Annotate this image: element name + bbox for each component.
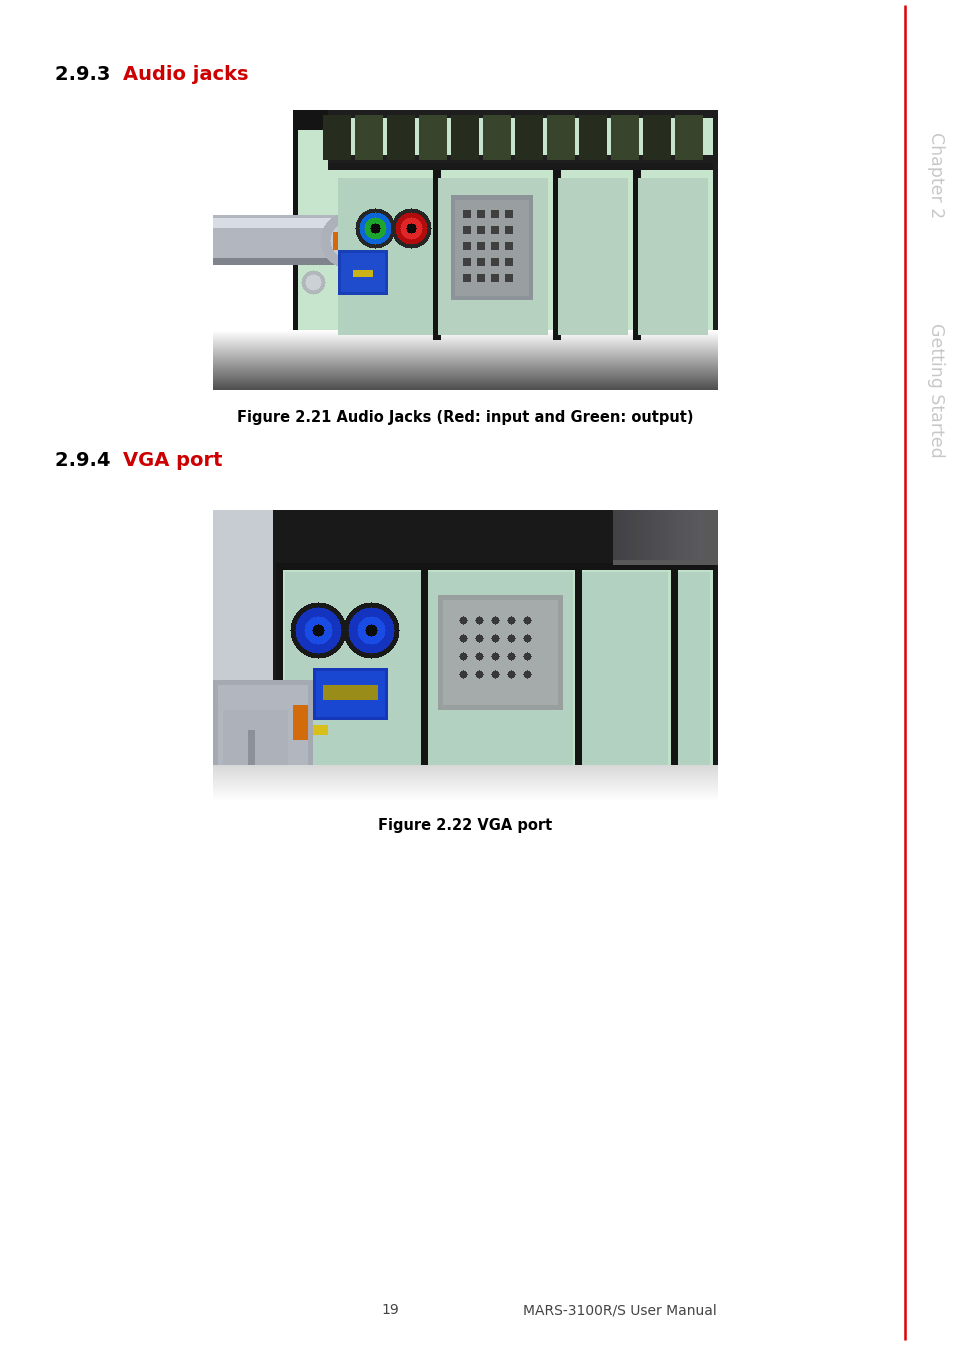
- Text: VGA port: VGA port: [123, 451, 222, 470]
- Text: Figure 2.21 Audio Jacks (Red: input and Green: output): Figure 2.21 Audio Jacks (Red: input and …: [237, 410, 693, 425]
- Text: 19: 19: [381, 1303, 398, 1318]
- Text: 2.9.4: 2.9.4: [55, 451, 124, 470]
- Text: MARS-3100R/S User Manual: MARS-3100R/S User Manual: [522, 1303, 716, 1318]
- Text: 2.9.3: 2.9.3: [55, 66, 124, 85]
- Text: Audio jacks: Audio jacks: [123, 66, 248, 85]
- Text: Chapter 2: Chapter 2: [926, 132, 944, 219]
- Text: Getting Started: Getting Started: [926, 323, 944, 458]
- Text: Figure 2.22 VGA port: Figure 2.22 VGA port: [378, 818, 552, 833]
